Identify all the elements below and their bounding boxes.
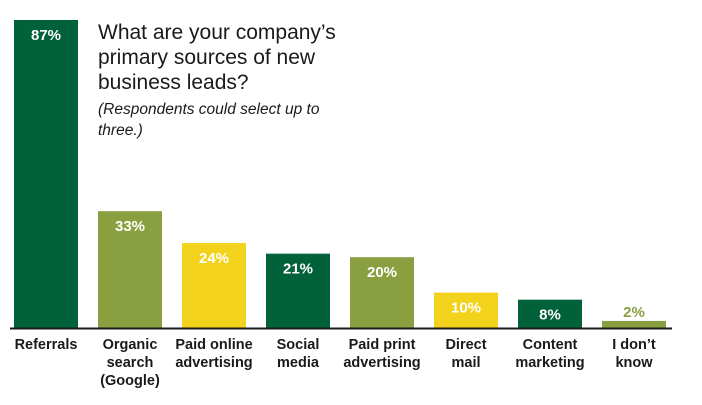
bar-6 [518, 299, 582, 328]
category-label-3: Social media [277, 337, 320, 371]
category-label-7: I don’t know [612, 337, 656, 371]
value-label-6: 8% [539, 307, 561, 324]
chart-subtitle: (Respondents could select up to three.) [98, 101, 320, 139]
category-label-4: Paid print advertising [343, 337, 420, 371]
bar-7 [602, 320, 666, 328]
category-label-1: Organic search (Google) [100, 337, 160, 389]
bar-4 [350, 257, 414, 328]
bar-0 [14, 20, 78, 328]
title-block: What are your company’s primary sources … [98, 20, 358, 141]
category-label-6: Content marketing [515, 337, 584, 371]
value-label-0: 87% [31, 27, 61, 44]
category-label-5: Direct mail [445, 337, 486, 371]
bar-5 [434, 292, 498, 328]
value-label-4: 20% [367, 264, 397, 281]
bar-3 [266, 253, 330, 328]
chart-title: What are your company’s primary sources … [98, 21, 336, 94]
value-label-5: 10% [451, 300, 481, 317]
bar-2 [182, 243, 246, 328]
value-label-1: 33% [115, 218, 145, 235]
value-label-2: 24% [199, 250, 229, 267]
value-label-7: 2% [623, 304, 645, 321]
value-label-3: 21% [283, 261, 313, 278]
category-label-2: Paid online advertising [175, 337, 252, 371]
category-label-0: Referrals [15, 337, 78, 353]
bar-1 [98, 211, 162, 328]
